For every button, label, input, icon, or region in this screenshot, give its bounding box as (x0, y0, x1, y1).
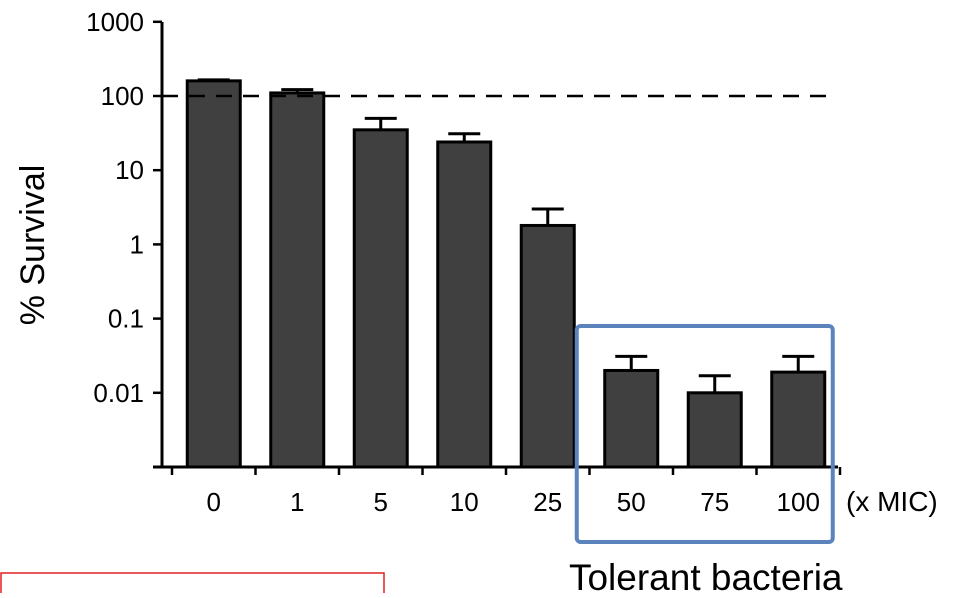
tolerant-bacteria-label: Tolerant bacteria (569, 557, 843, 593)
bar-0 (185, 79, 242, 469)
x-unit-label: (x MIC) (846, 486, 938, 517)
error-bar-5 (364, 116, 397, 130)
bar-1 (269, 91, 326, 469)
x-tick-label-25: 25 (533, 487, 562, 517)
error-bar-100 (782, 354, 815, 373)
y-ticks-layer: 1000 100 10 1 0.1 0.01 (86, 7, 162, 469)
bar-100 (770, 370, 827, 469)
error-bar-25 (531, 207, 564, 226)
x-tick-label-75: 75 (700, 487, 729, 517)
x-tick-label-100: 100 (777, 487, 820, 517)
bar-5 (352, 128, 409, 469)
x-tick-label-5: 5 (374, 487, 388, 517)
error-bar-50 (615, 354, 648, 371)
error-bar-1 (281, 88, 314, 93)
partial-red-box (0, 572, 385, 598)
y-tick-label: 1000 (86, 7, 144, 37)
x-tick-label-1: 1 (290, 487, 304, 517)
x-tick-label-0: 0 (207, 487, 221, 517)
error-bar-75 (698, 374, 731, 393)
bars-layer (185, 79, 827, 469)
bar-10 (436, 140, 493, 469)
x-tick-label-10: 10 (450, 487, 479, 517)
x-ticks-layer: 0 1 5 10 25 50 75 100 (170, 467, 842, 517)
error-bar-10 (448, 132, 481, 142)
bar-25 (519, 223, 576, 469)
error-bar-0 (197, 78, 230, 82)
y-tick-label: 0.1 (108, 304, 144, 334)
bar-50 (603, 368, 660, 469)
y-tick-label: 1 (130, 229, 144, 259)
y-axis-label: % Survival (14, 165, 52, 326)
tolerant-highlight-box (574, 324, 835, 544)
x-tick-label-50: 50 (617, 487, 646, 517)
y-tick-label: 100 (101, 81, 144, 111)
y-tick-label: 10 (115, 155, 144, 185)
bar-75 (686, 391, 743, 469)
y-tick-label: 0.01 (93, 378, 144, 408)
error-bars-layer (197, 78, 815, 393)
